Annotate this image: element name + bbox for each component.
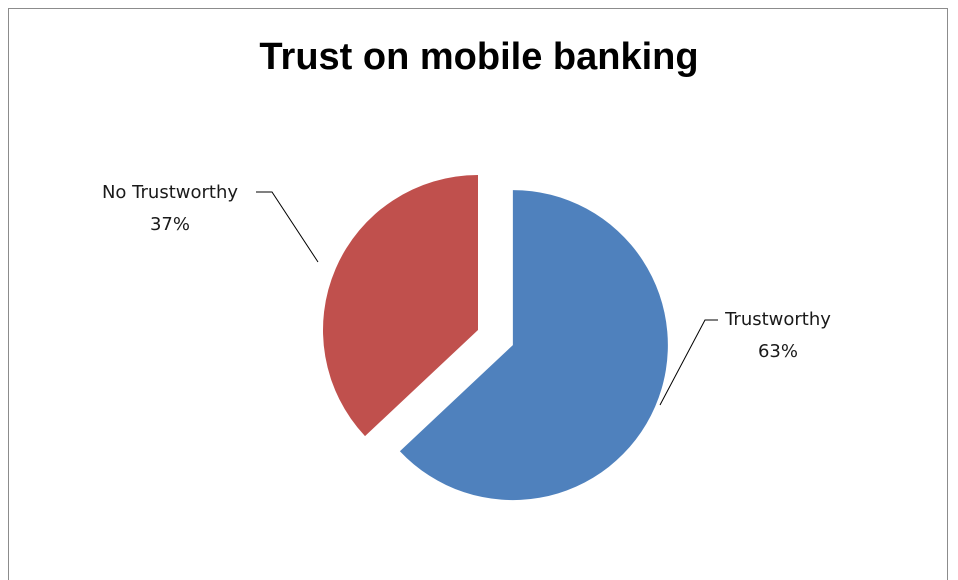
pie-slice-trustworthy — [399, 190, 668, 501]
leader-line-no-trustworthy — [256, 191, 319, 263]
data-label-trustworthy-percent: 63% — [758, 341, 798, 362]
data-label-no-trustworthy-name: No Trustworthy — [102, 182, 238, 203]
data-label-no-trustworthy-percent: 37% — [150, 214, 190, 235]
data-label-trustworthy-name: Trustworthy — [724, 309, 831, 330]
chart-title: Trust on mobile banking — [259, 36, 699, 78]
pie-slice-no-trustworthy — [322, 175, 478, 437]
leader-line-trustworthy — [659, 319, 718, 406]
